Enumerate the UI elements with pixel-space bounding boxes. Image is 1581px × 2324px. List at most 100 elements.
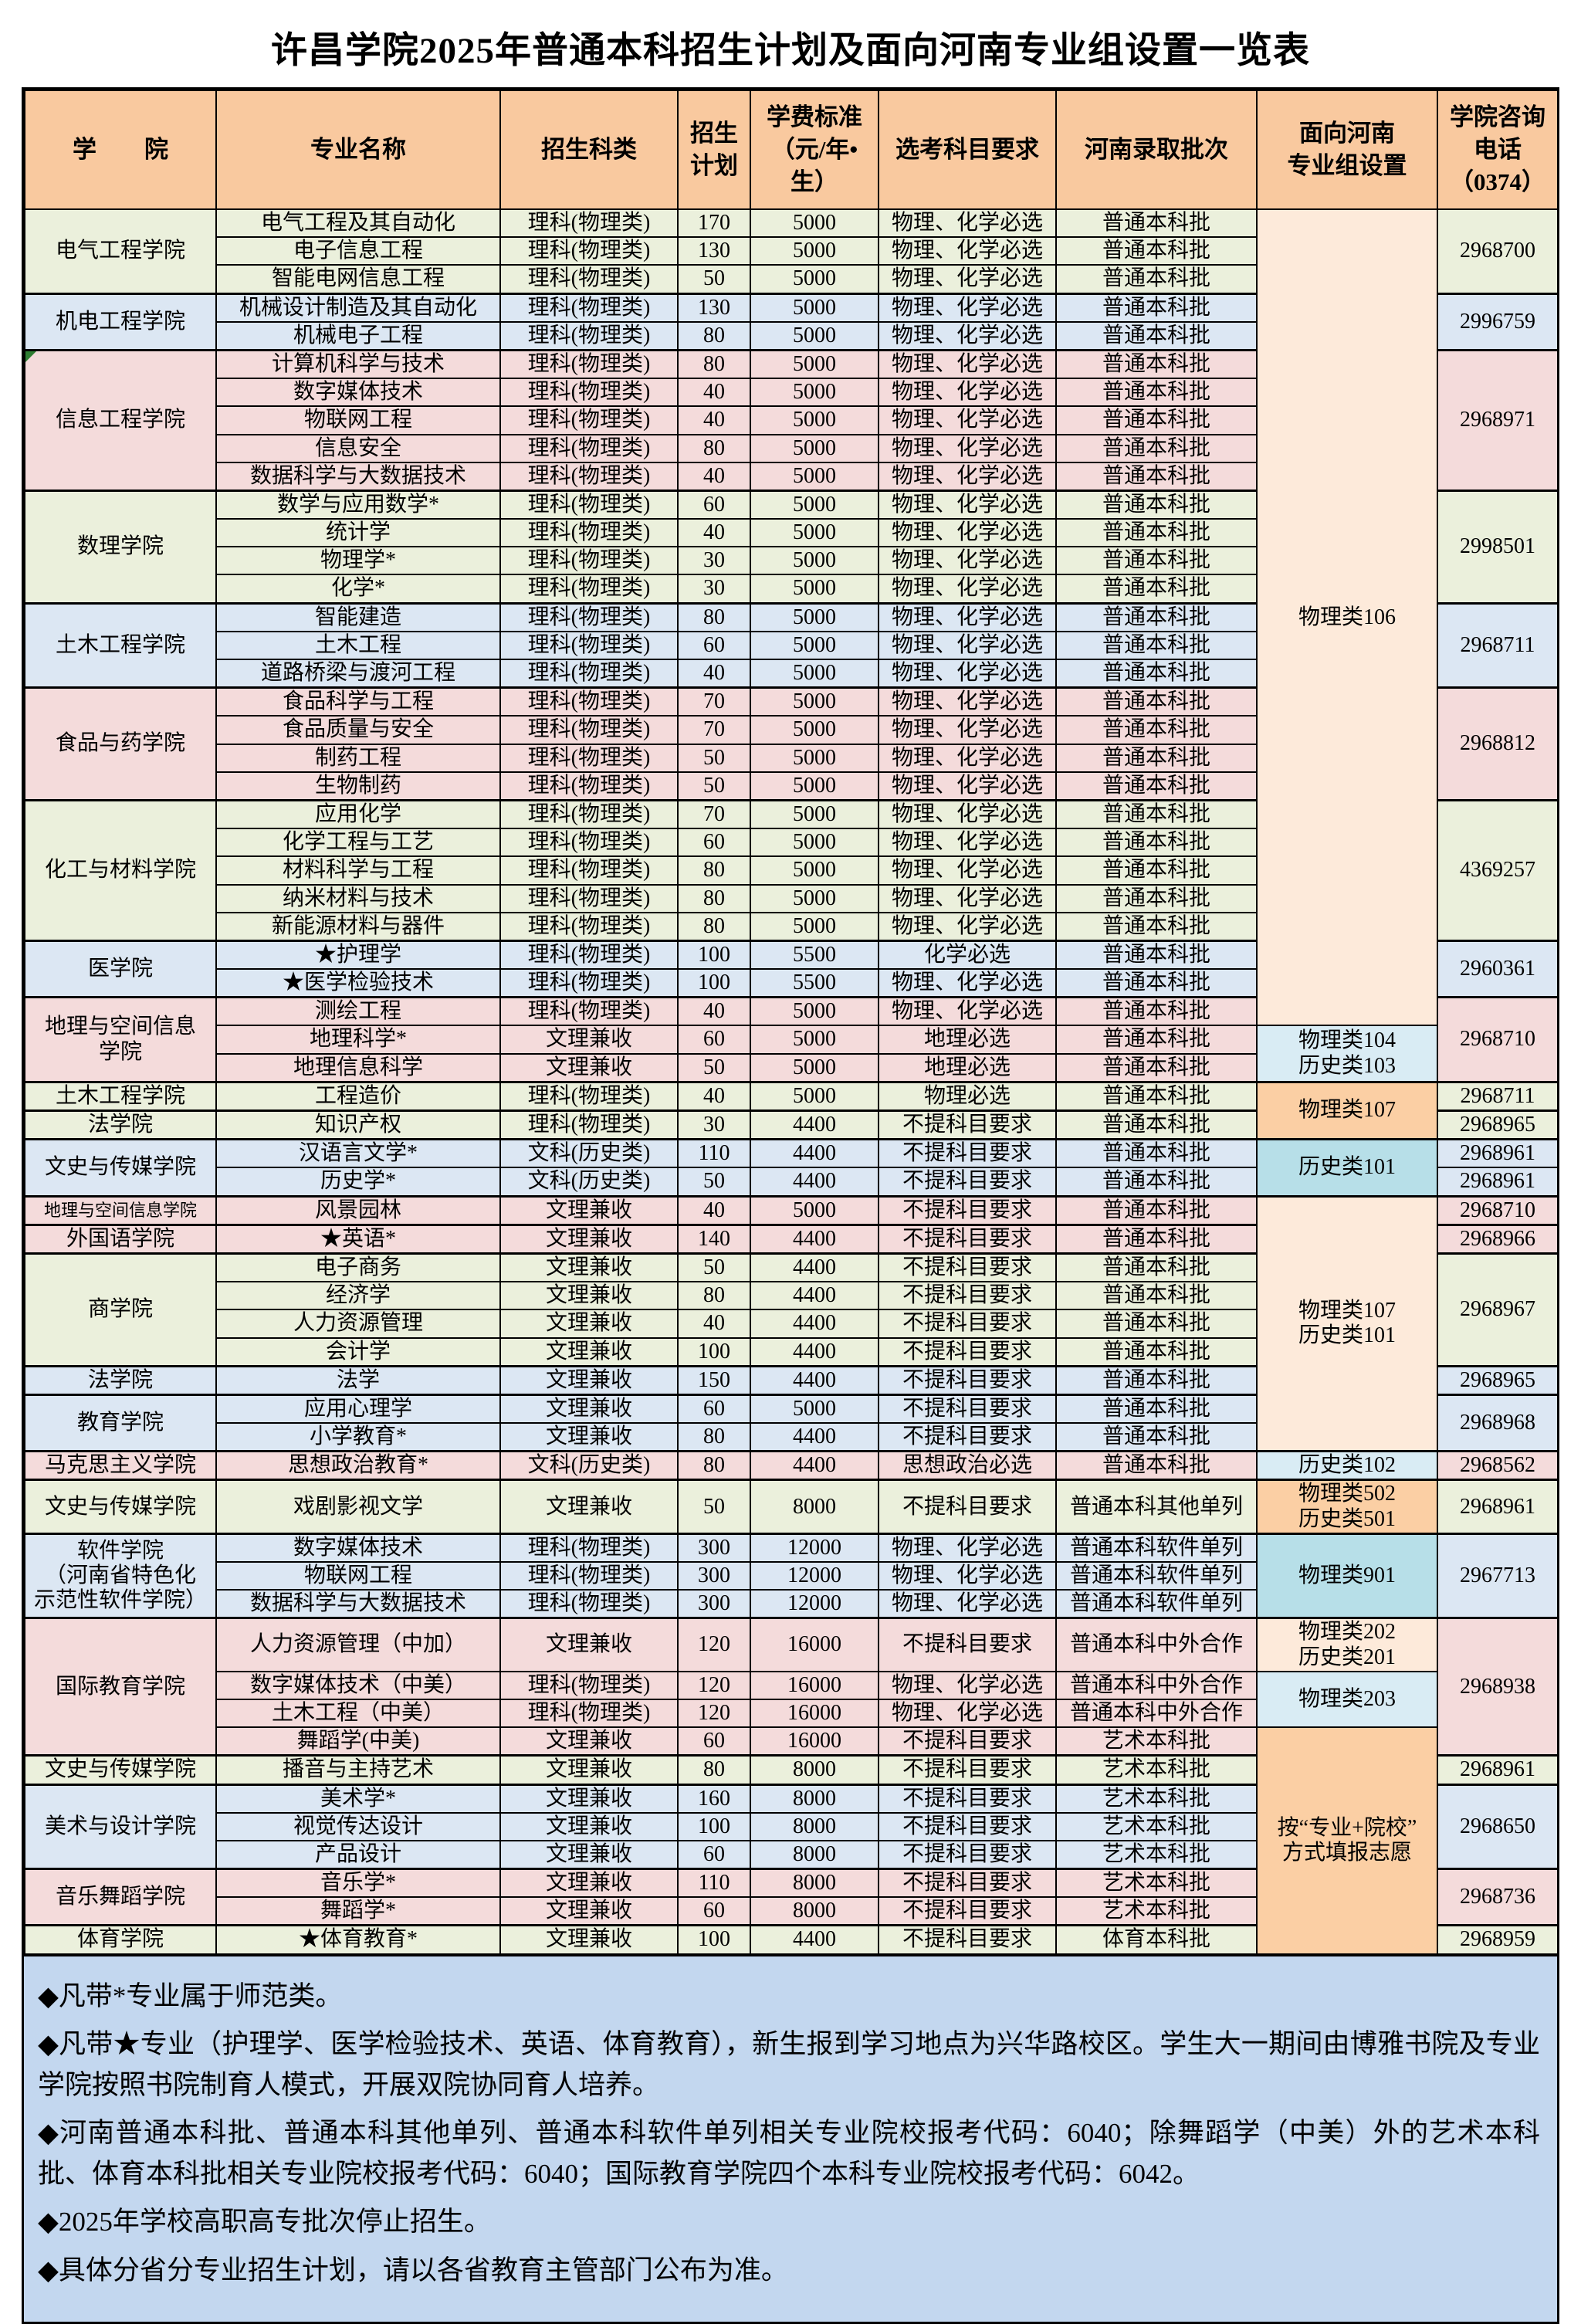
major-cell: 地理信息科学 <box>215 1052 501 1083</box>
phone-cell: 4369257 <box>1437 798 1559 942</box>
phone-cell: 2968961 <box>1437 1138 1559 1169</box>
batch-cell: 普通本科批 <box>1055 1336 1258 1367</box>
subjects-cell: 物理、化学必选 <box>878 320 1057 351</box>
fee-cell: 5000 <box>750 546 879 576</box>
batch-cell: 普通本科批 <box>1055 1080 1258 1112</box>
table-row: 智能电网信息工程 理科(物理类) 50 5000 物理、化学必选 普通本科批 <box>25 264 1558 295</box>
major-cell: ★护理学 <box>215 939 501 971</box>
table-row: 机械电子工程 理科(物理类) 80 5000 物理、化学必选 普通本科批 <box>25 320 1558 351</box>
table-row: 马克思主义学院 思想政治教育* 文科(历史类) 80 4400 思想政治必选 普通本科批 历史… <box>24 1450 1559 1481</box>
college-cell: 音乐舞蹈学院 <box>24 1868 217 1926</box>
subjects-cell: 物理、化学必选 <box>878 686 1057 717</box>
subjects-cell: 物理、化学必选 <box>878 264 1057 295</box>
table-row: 地理信息科学 文理兼收 50 5000 地理必选 普通本科批 <box>25 1052 1558 1083</box>
major-cell: ★英语* <box>215 1223 501 1255</box>
batch-cell: 普通本科批 <box>1055 292 1258 323</box>
college-cell: 法学院 <box>24 1109 217 1140</box>
major-cell: 测绘工程 <box>215 996 501 1027</box>
subjects-cell: 物理、化学必选 <box>878 743 1057 773</box>
subjects-cell: 物理、化学必选 <box>878 236 1057 266</box>
category-cell: 文理兼收 <box>499 1025 679 1055</box>
fee-cell: 8000 <box>750 1479 879 1535</box>
subjects-cell: 化学必选 <box>878 939 1057 971</box>
subjects-cell: 不提科目要求 <box>878 1754 1057 1786</box>
table-row: 道路桥梁与渡河工程 理科(物理类) 40 5000 物理、化学必选 普通本科批 <box>25 659 1558 689</box>
plan-cell: 60 <box>677 1896 751 1926</box>
category-cell: 理科(物理类) <box>499 348 679 380</box>
major-cell: 数学与应用数学* <box>215 489 501 520</box>
plan-cell: 50 <box>677 771 751 801</box>
table-row: 信息工程学院 计算机科学与技术 理科(物理类) 80 5000 物理、化学必选 普通本科批 2… <box>24 348 1559 492</box>
plan-cell: 120 <box>677 1698 751 1729</box>
category-cell: 理科(物理类) <box>499 320 679 351</box>
subjects-cell: 不提科目要求 <box>878 1194 1057 1226</box>
major-cell: ★体育教育* <box>215 1924 501 1955</box>
table-row: 小学教育* 文理兼收 80 4400 不提科目要求 普通本科批 <box>25 1422 1558 1452</box>
fee-cell: 4400 <box>750 1364 879 1396</box>
plan-cell: 60 <box>677 1393 751 1425</box>
plan-cell: 30 <box>677 1109 751 1140</box>
batch-cell: 普通本科批 <box>1055 798 1258 830</box>
table-row: 新能源材料与器件 理科(物理类) 80 5000 物理、化学必选 普通本科批 <box>25 911 1558 942</box>
fee-cell: 5000 <box>750 911 879 942</box>
page-title: 许昌学院2025年普通本科招生计划及面向河南专业组设置一览表 <box>271 31 1310 71</box>
major-cell: 数据科学与大数据技术 <box>215 1589 501 1619</box>
column-header-category: 招生科类 <box>499 90 679 210</box>
table-row: 电子信息工程 理科(物理类) 130 5000 物理、化学必选 普通本科批 <box>25 236 1558 266</box>
table-row: 美术与设计学院 美术学* 文理兼收 160 8000 不提科目要求 艺术本科批 2968650 <box>24 1783 1559 1870</box>
major-cell: 数字媒体技术 <box>215 1532 501 1563</box>
fee-cell: 8000 <box>750 1783 879 1814</box>
batch-cell: 普通本科批 <box>1055 320 1258 351</box>
plan-cell: 130 <box>677 236 751 266</box>
table-row: 经济学 文理兼收 80 4400 不提科目要求 普通本科批 <box>25 1281 1558 1311</box>
fee-cell: 5000 <box>750 1194 879 1226</box>
table-row: 生物制药 理科(物理类) 50 5000 物理、化学必选 普通本科批 <box>25 771 1558 801</box>
major-cell: 汉语言文学* <box>215 1138 501 1169</box>
subjects-cell: 物理、化学必选 <box>878 546 1057 576</box>
batch-cell: 普通本科批 <box>1055 1281 1258 1311</box>
subjects-cell: 物理、化学必选 <box>878 911 1057 942</box>
table-row: 国际教育学院 人力资源管理（中加） 文理兼收 120 16000 不提科目要求 普通本科中外… <box>24 1617 1559 1757</box>
fee-cell: 5000 <box>750 771 879 801</box>
college-cell: 美术与设计学院 <box>24 1783 217 1870</box>
subjects-cell: 物理、化学必选 <box>878 378 1057 408</box>
college-cell: 软件学院 （河南省特色化 示范性软件学院） <box>24 1532 217 1619</box>
category-cell: 理科(物理类) <box>499 1080 679 1112</box>
category-cell: 理科(物理类) <box>499 378 679 408</box>
batch-cell: 普通本科批 <box>1055 1138 1258 1169</box>
category-cell: 理科(物理类) <box>499 1532 679 1563</box>
table-row: 化学工程与工艺 理科(物理类) 60 5000 物理、化学必选 普通本科批 <box>25 828 1558 858</box>
college-cell: 外国语学院 <box>24 1223 217 1255</box>
plan-cell: 80 <box>677 911 751 942</box>
batch-cell: 艺术本科批 <box>1055 1754 1258 1786</box>
college-cell: 文史与传媒学院 <box>24 1754 217 1786</box>
batch-cell: 普通本科批 <box>1055 405 1258 435</box>
fee-cell: 5000 <box>750 1080 879 1112</box>
column-header-college: 学 院 <box>24 90 217 210</box>
column-header-fee: 学费标准 （元/年•生） <box>750 90 879 210</box>
plan-cell: 100 <box>677 968 751 998</box>
subjects-cell: 不提科目要求 <box>878 1811 1057 1841</box>
batch-cell: 普通本科批 <box>1055 659 1258 689</box>
batch-cell: 普通本科批 <box>1055 1364 1258 1396</box>
batch-cell: 普通本科软件单列 <box>1055 1589 1258 1619</box>
subjects-cell: 物理、化学必选 <box>878 659 1057 689</box>
table-row: 食品质量与安全 理科(物理类) 70 5000 物理、化学必选 普通本科批 <box>25 715 1558 745</box>
table-row: 医学院 ★护理学 理科(物理类) 100 5500 化学必选 普通本科批 2960361 <box>24 939 1559 998</box>
plan-cell: 100 <box>677 1336 751 1367</box>
batch-cell: 普通本科软件单列 <box>1055 1532 1258 1563</box>
table-row: 音乐舞蹈学院 音乐学* 文理兼收 110 8000 不提科目要求 艺术本科批 2968736 <box>24 1868 1559 1926</box>
category-cell: 理科(物理类) <box>499 208 679 239</box>
subjects-cell: 不提科目要求 <box>878 1422 1057 1452</box>
phone-cell: 2968968 <box>1437 1393 1559 1452</box>
table-row: 地理与空间信息学院 风景园林 文理兼收 40 5000 不提科目要求 普通本科批 物理类107… <box>24 1194 1559 1452</box>
table-row: 机电工程学院 机械设计制造及其自动化 理科(物理类) 130 5000 物理、化学必选 普通… <box>24 292 1559 351</box>
plan-cell: 300 <box>677 1560 751 1591</box>
college-cell: 文史与传媒学院 <box>24 1479 217 1535</box>
table-row: 视觉传达设计 文理兼收 100 8000 不提科目要求 艺术本科批 <box>25 1811 1558 1841</box>
subjects-cell: 物理、化学必选 <box>878 601 1057 632</box>
fee-cell: 8000 <box>750 1896 879 1926</box>
category-cell: 理科(物理类) <box>499 1589 679 1619</box>
henan-group-cell: 物理类203 <box>1256 1670 1438 1729</box>
batch-cell: 普通本科批 <box>1055 911 1258 942</box>
